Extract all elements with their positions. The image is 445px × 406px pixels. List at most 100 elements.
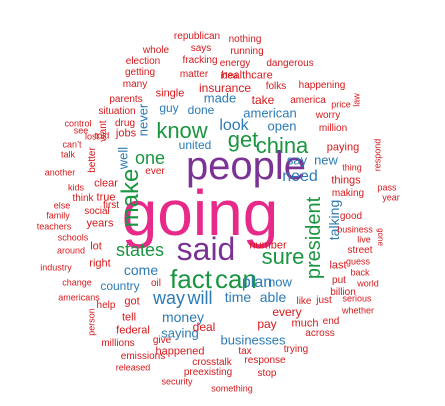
word: end [322, 316, 340, 327]
word: family [46, 210, 70, 221]
word: crosstalk [192, 357, 232, 368]
word: across [305, 328, 335, 339]
word: never [135, 103, 151, 137]
word: getting [124, 67, 156, 78]
word: put [332, 275, 346, 286]
word: united [178, 138, 212, 152]
word: situation [98, 106, 136, 117]
word: every [272, 305, 302, 319]
word: like [296, 296, 312, 307]
word: will [187, 288, 213, 308]
word: way [152, 288, 186, 308]
word: people [185, 144, 307, 188]
word: gone [376, 228, 385, 246]
word: single [155, 87, 185, 100]
word: look [219, 117, 249, 134]
word: change [62, 277, 92, 288]
word: ever [145, 166, 165, 177]
word: just [316, 295, 332, 306]
word: billion [330, 287, 356, 298]
word: worry [315, 110, 341, 121]
word: president [303, 196, 325, 280]
word: fact [170, 264, 212, 294]
word: american [243, 105, 297, 121]
word: sure [261, 244, 305, 269]
word: money [161, 309, 205, 325]
word: whether [341, 305, 375, 316]
word: done [187, 103, 215, 117]
word: response [244, 355, 286, 366]
word: drug [114, 118, 136, 129]
word: know [156, 118, 208, 143]
word: energy [219, 58, 251, 69]
word: country [100, 279, 140, 293]
word: made [203, 90, 237, 106]
word: make [117, 168, 144, 228]
word: good [339, 211, 363, 222]
word: lost [84, 131, 100, 142]
word: businesses [220, 332, 286, 348]
word: told [94, 130, 110, 141]
word: industry [40, 262, 72, 273]
word: around [56, 245, 86, 256]
word: price [331, 99, 351, 110]
word: plan [241, 274, 273, 291]
word: help [96, 300, 116, 311]
word: dangerous [266, 58, 314, 69]
word: tax [238, 346, 252, 357]
word: thing [342, 162, 362, 173]
word: paying [326, 141, 360, 154]
word: going [121, 177, 279, 249]
word: right [89, 257, 111, 270]
word: better [87, 147, 98, 173]
word: can [215, 264, 257, 294]
word: street [347, 245, 373, 256]
word: federal [116, 324, 150, 337]
word: millions [101, 338, 135, 349]
word: stop [257, 368, 277, 379]
word: now [268, 274, 292, 290]
word: first [102, 200, 120, 211]
word: get [227, 127, 259, 152]
word: million [318, 123, 348, 134]
word: true [96, 191, 116, 204]
word: got [124, 295, 140, 308]
word: running [230, 46, 264, 57]
word: guy [159, 101, 179, 115]
word: take [251, 93, 275, 107]
word: security [161, 376, 193, 387]
word: deal [192, 320, 216, 334]
word: lot [90, 240, 102, 253]
word: see [73, 125, 89, 136]
word: say [286, 152, 308, 168]
word: talk [60, 149, 76, 160]
word: person [86, 308, 97, 336]
word: said [176, 231, 236, 267]
word: parents [109, 94, 143, 105]
word: much [291, 317, 319, 330]
word: republican [173, 31, 221, 42]
word: come [123, 262, 159, 278]
word: back [350, 267, 370, 278]
word: business [337, 224, 373, 235]
word: preexisting [183, 367, 233, 378]
word: another [44, 167, 76, 178]
word: trying [283, 344, 309, 355]
word: serious [342, 293, 372, 304]
word: kids [67, 182, 85, 193]
word: guess [345, 256, 371, 267]
word: healthcare [221, 69, 273, 82]
word: jobs [115, 127, 137, 140]
word: china [255, 133, 309, 158]
word: able [259, 289, 287, 305]
word: one [134, 148, 166, 168]
word: years [86, 217, 114, 230]
word: teachers [36, 221, 72, 232]
word: last [329, 259, 347, 272]
word: america [290, 95, 326, 106]
word: tell [121, 311, 137, 324]
word: nothing [228, 34, 262, 45]
word: need [282, 168, 318, 185]
word: americans [58, 292, 100, 303]
